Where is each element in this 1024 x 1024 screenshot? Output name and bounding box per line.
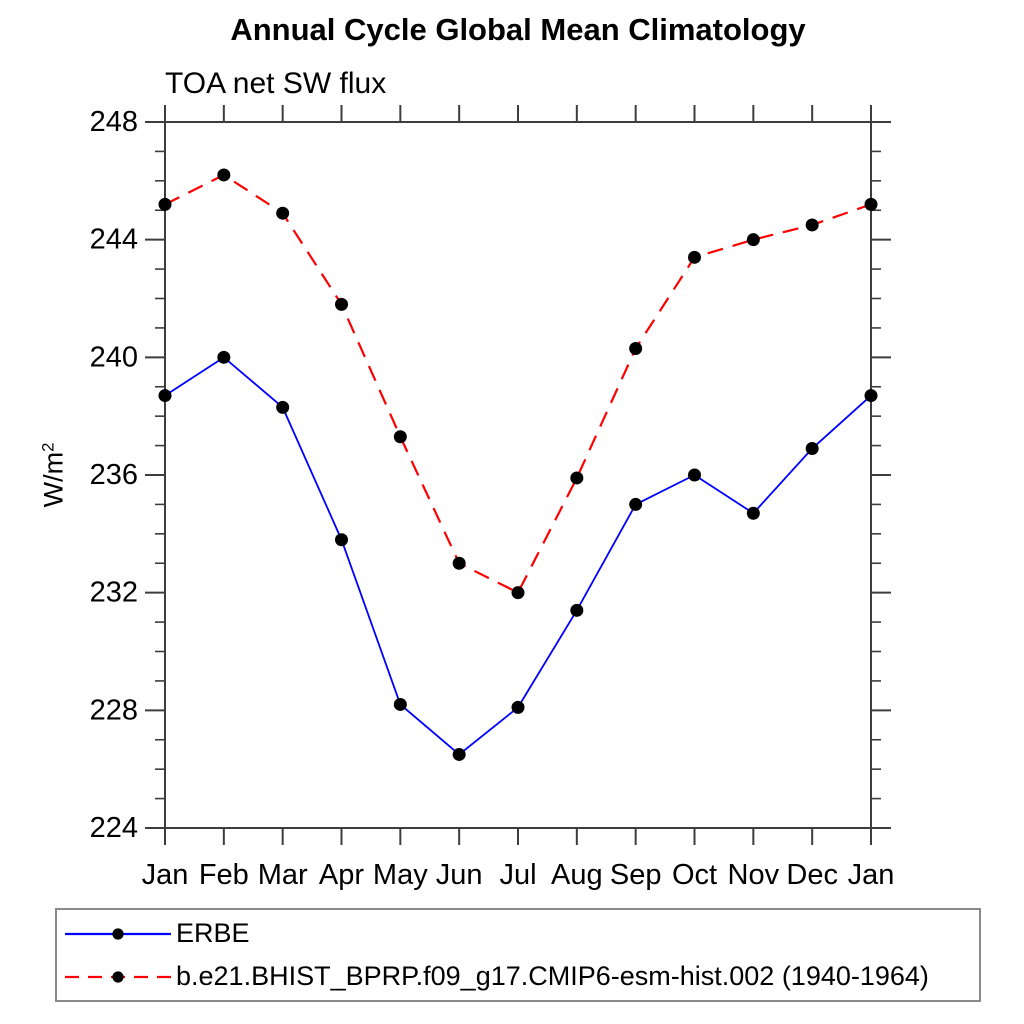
x-tick-label: Aug	[551, 859, 603, 891]
data-point-marker	[629, 497, 643, 511]
series-line	[164, 173, 872, 595]
chart-title: Annual Cycle Global Mean Climatology	[230, 12, 806, 47]
x-tick-label: Sep	[610, 859, 662, 891]
legend-item-model: b.e21.BHIST_BPRP.f09_g17.CMIP6-esm-hist.…	[62, 957, 979, 997]
x-tick-label: Oct	[672, 859, 717, 891]
x-tick-label: Apr	[319, 859, 364, 891]
legend-item-erbe: ERBE	[62, 914, 979, 954]
data-point-marker	[393, 430, 407, 444]
legend: ERBE b.e21.BHIST_BPRP.f09_g17.CMIP6-esm-…	[55, 908, 981, 1002]
y-tick-label: 236	[90, 459, 138, 491]
x-tick-label: Dec	[786, 859, 838, 891]
data-point-marker	[511, 700, 525, 714]
x-tick-label: Jan	[142, 859, 189, 891]
x-tick-label: Nov	[728, 859, 780, 891]
data-point-marker	[746, 506, 760, 520]
data-point-marker	[688, 250, 701, 264]
data-point-marker	[335, 297, 348, 311]
legend-label-erbe: ERBE	[176, 918, 250, 948]
chart-subtitle: TOA net SW flux	[165, 67, 387, 100]
data-point-marker	[746, 233, 760, 247]
legend-sample-model	[65, 970, 171, 983]
x-tick-label: Jun	[436, 859, 483, 891]
data-point-marker	[393, 697, 407, 711]
legend-sample-erbe	[65, 927, 171, 940]
data-point-marker	[217, 168, 231, 182]
data-point-marker	[805, 442, 819, 456]
y-tick-label: 232	[90, 577, 138, 609]
data-point-marker	[864, 389, 878, 403]
data-point-marker	[276, 400, 290, 414]
y-tick-label: 240	[90, 341, 138, 373]
y-tick-label: 228	[90, 694, 138, 726]
data-point-marker	[570, 471, 584, 485]
data-point-marker	[511, 586, 525, 600]
data-point-marker	[864, 197, 878, 211]
x-tick-label: Feb	[199, 859, 249, 891]
series-line	[164, 356, 872, 756]
data-point-marker	[688, 468, 701, 482]
x-tick-label: Mar	[258, 859, 308, 891]
y-tick-label: 248	[90, 106, 138, 138]
y-tick-label: 244	[90, 224, 138, 256]
y-tick-label: 224	[90, 812, 138, 844]
legend-marker-dot	[112, 970, 124, 983]
legend-label-model: b.e21.BHIST_BPRP.f09_g17.CMIP6-esm-hist.…	[176, 961, 929, 991]
data-point-marker	[629, 342, 643, 356]
plot-frame	[164, 121, 872, 829]
x-tick-label: Jul	[499, 859, 536, 891]
data-point-marker	[570, 603, 584, 617]
x-tick-label: May	[373, 859, 428, 891]
data-point-marker	[805, 218, 819, 232]
series-model	[158, 168, 878, 600]
data-point-marker	[158, 389, 172, 403]
x-tick-label: Jan	[848, 859, 895, 891]
data-point-marker	[158, 197, 172, 211]
data-point-marker	[452, 747, 466, 761]
data-point-marker	[217, 350, 231, 364]
series-erbe	[158, 350, 878, 761]
data-point-marker	[452, 556, 466, 570]
data-point-marker	[335, 533, 348, 547]
legend-marker-dot	[112, 927, 124, 940]
data-point-marker	[276, 206, 290, 220]
